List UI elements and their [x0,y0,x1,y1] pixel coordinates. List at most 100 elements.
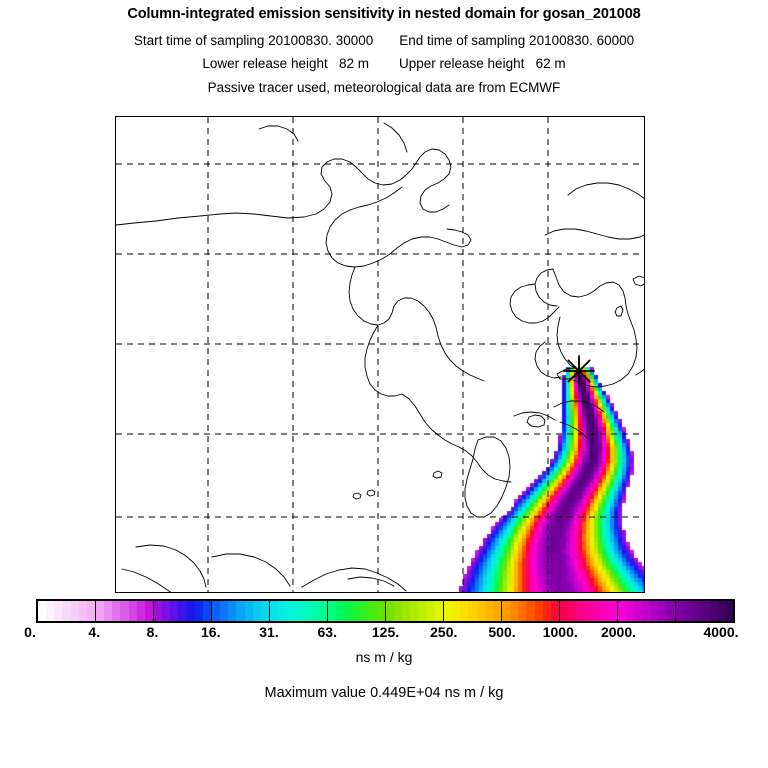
colorbar-step [228,601,237,621]
colorbar-step [584,601,593,621]
colorbar-segment [618,601,676,621]
colorbar-tick-label: 8. [146,624,159,640]
colorbar-tick-label: 250. [430,624,458,640]
colorbar-step [294,601,303,621]
colorbar-step [576,601,585,621]
release-point-layer [563,355,595,387]
colorbar-step [336,601,345,621]
colorbar-tick-label: 4000. [703,624,739,640]
colorbar-step [568,601,577,621]
sampling-time-row: Start time of sampling 20100830. 30000 E… [0,32,768,48]
colorbar-step [666,601,675,621]
colorbar-step [310,601,319,621]
colorbar-step [244,601,253,621]
map-inner [116,117,644,592]
colorbar-tick-label: 4. [88,624,101,640]
colorbar-step [318,601,327,621]
colorbar-step [344,601,353,621]
colorbar-segment [502,601,560,621]
colorbar-step [136,601,145,621]
colorbar-segment [38,601,96,621]
colorbar-step [368,601,377,621]
header-block: Column-integrated emission sensitivity i… [0,0,768,94]
colorbar-step [386,601,395,621]
colorbar-step [252,601,261,621]
colorbar-tick-label: 500. [488,624,516,640]
colorbar-step [608,601,617,621]
colorbar-step [376,601,385,621]
colorbar-step [592,601,601,621]
colorbar-step [170,601,179,621]
colorbar-step [410,601,419,621]
colorbar-step [418,601,427,621]
colorbar-tick-label: 63. [317,624,337,640]
colorbar-step [286,601,295,621]
colorbar-step [402,601,411,621]
colorbar-step [444,601,453,621]
colorbar-step [78,601,87,621]
colorbar-step [154,601,163,621]
colorbar-step [716,601,725,621]
colorbar-segment [154,601,212,621]
colorbar-segment [560,601,618,621]
colorbar-step [120,601,129,621]
colorbar-step [278,601,287,621]
lower-release-height-label: Lower release height 82 m [202,56,369,71]
spacer-a [373,34,399,48]
release-height-row: Lower release height 82 m Upper release … [0,57,768,71]
colorbar-step [70,601,79,621]
colorbar-step [212,601,221,621]
colorbar-tick-label: 16. [201,624,221,640]
colorbar-step [186,601,195,621]
tracer-note-label: Passive tracer used, meteorological data… [207,79,561,95]
colorbar-segment [444,601,502,621]
colorbar-step [618,601,627,621]
colorbar-tick-label: 31. [259,624,279,640]
colorbar-unit-label: ns m / kg [355,649,413,665]
colorbar-step [328,601,337,621]
end-time-label: End time of sampling 20100830. 60000 [399,32,635,48]
colorbar-step [46,601,55,621]
colorbar-step [178,601,187,621]
colorbar-step [54,601,63,621]
colorbar-step [162,601,171,621]
colorbar-step [626,601,635,621]
colorbar-step [112,601,121,621]
colorbar-segment [386,601,444,621]
colorbar-step [518,601,527,621]
colorbar-step [484,601,493,621]
colorbar-step [684,601,693,621]
colorbar-step [560,601,569,621]
spacer-b [369,57,399,71]
colorbar-step [492,601,501,621]
colorbar-step [202,601,211,621]
emission-sensitivity-plume [116,117,644,592]
colorbar-step [62,601,71,621]
colorbar-step [724,601,733,621]
colorbar-step [352,601,361,621]
colorbar-step [476,601,485,621]
colorbar-step [96,601,105,621]
upper-release-height-label: Upper release height 62 m [399,56,566,71]
colorbar-tick-label: 125. [371,624,400,640]
colorbar-step [260,601,269,621]
colorbar-step [460,601,469,621]
colorbar-step [360,601,369,621]
release-point-star [563,355,595,387]
colorbar-step [128,601,137,621]
colorbar-step [502,601,511,621]
colorbar-step [270,601,279,621]
colorbar [36,599,735,623]
colorbar-step [650,601,659,621]
colorbar-segment [212,601,270,621]
colorbar-step [700,601,709,621]
colorbar-step [236,601,245,621]
map-gridlines [116,117,644,592]
colorbar-step [642,601,651,621]
colorbar-step [468,601,477,621]
colorbar-step [426,601,435,621]
colorbar-step [302,601,311,621]
colorbar-segment [270,601,328,621]
coastline-overlay [116,122,644,592]
colorbar-step [144,601,153,621]
